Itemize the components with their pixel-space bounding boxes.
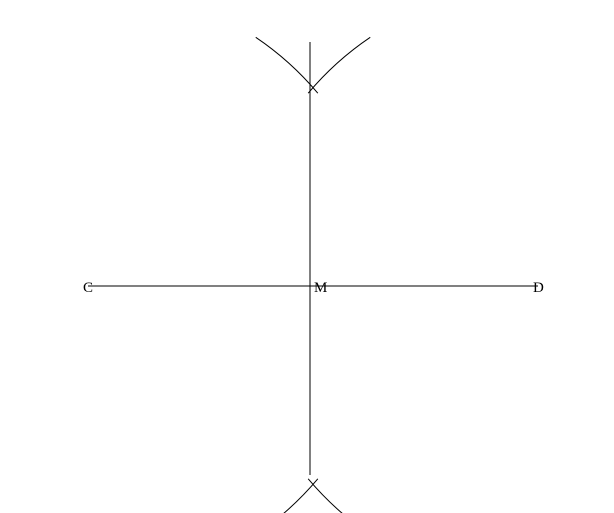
- point-label-m: M: [314, 280, 327, 297]
- point-label-c: C: [83, 280, 93, 297]
- diagram-canvas: C M D: [0, 0, 614, 513]
- construction-svg: [0, 0, 614, 513]
- point-label-d: D: [533, 280, 544, 297]
